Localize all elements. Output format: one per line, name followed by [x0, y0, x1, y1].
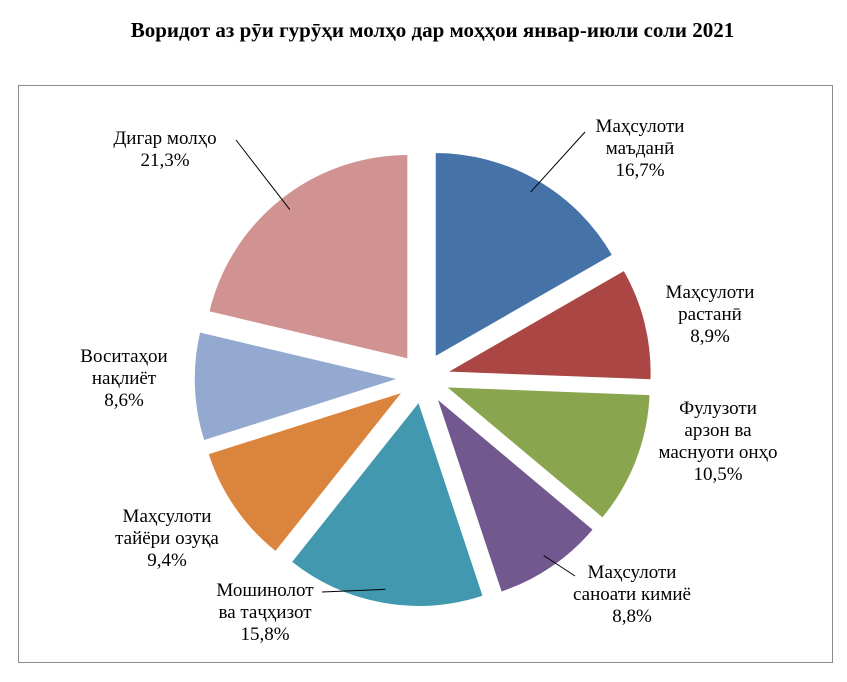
slice-value-label: 21,3%	[140, 150, 189, 171]
leader-line-5	[321, 588, 386, 593]
slice-name-label: Маҳсулоти	[123, 506, 212, 527]
leader-line-1	[530, 131, 586, 193]
slice-name-label: маъданӣ	[606, 138, 675, 159]
slice-name-label: саноати кимиё	[573, 584, 691, 605]
slice-value-label: 8,8%	[612, 606, 652, 627]
slice-value-label: 8,6%	[104, 390, 144, 411]
slice-name-label: нақлиёт	[92, 368, 157, 389]
pie-slice-3	[443, 385, 652, 520]
leader-line-4	[543, 555, 576, 577]
slice-name-label: маснуоти онҳо	[658, 442, 777, 463]
slice-name-label: Дигар молҳо	[113, 128, 216, 149]
slice-value-label: 16,7%	[615, 160, 664, 181]
slice-name-label: Маҳсулоти	[588, 562, 677, 583]
slice-name-label: Маҳсулоти	[596, 116, 685, 137]
slice-name-label: Мошинолот	[216, 580, 314, 601]
pie-slice-7	[193, 330, 402, 442]
slice-name-label: растанӣ	[678, 304, 742, 325]
pie-slice-2	[443, 269, 653, 381]
slice-name-label: арзон ва	[684, 420, 752, 441]
slice-value-label: 9,4%	[147, 550, 187, 571]
slice-value-label: 8,9%	[690, 326, 730, 347]
chart-frame	[18, 85, 833, 663]
pie-slice-8	[207, 153, 409, 361]
pie-slice-1	[434, 151, 614, 359]
slice-value-label: 15,8%	[240, 624, 289, 645]
leader-line-8	[235, 139, 291, 210]
slice-value-label: 10,5%	[693, 464, 742, 485]
slice-name-label: Воситаҳои	[80, 346, 167, 367]
slice-name-label: Маҳсулоти	[666, 282, 755, 303]
pie-slice-5	[290, 400, 485, 608]
chart-title: Воридот аз рӯи гурӯҳи молҳо дар моҳҳои я…	[130, 18, 735, 42]
slice-name-label: Фулузоти	[679, 398, 757, 419]
pie-slice-6	[206, 390, 406, 554]
slice-name-label: ва таҷҳизот	[218, 602, 312, 623]
pie-slice-4	[434, 395, 595, 594]
slice-name-label: тайёри озуқа	[115, 528, 219, 549]
